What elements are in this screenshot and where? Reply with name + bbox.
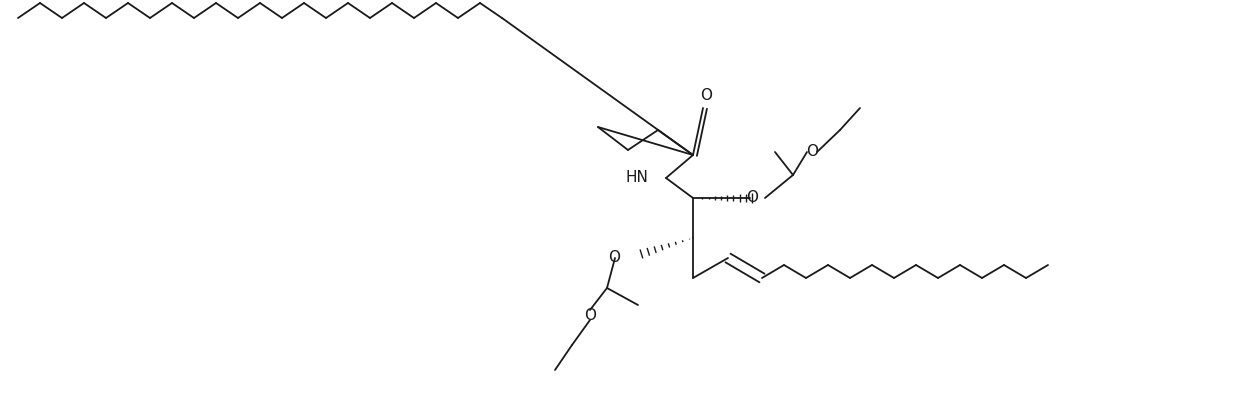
Text: HN: HN <box>625 170 648 185</box>
Text: O: O <box>608 251 620 266</box>
Text: O: O <box>746 191 758 206</box>
Text: O: O <box>584 307 596 322</box>
Text: O: O <box>700 87 712 102</box>
Text: O: O <box>806 145 818 160</box>
